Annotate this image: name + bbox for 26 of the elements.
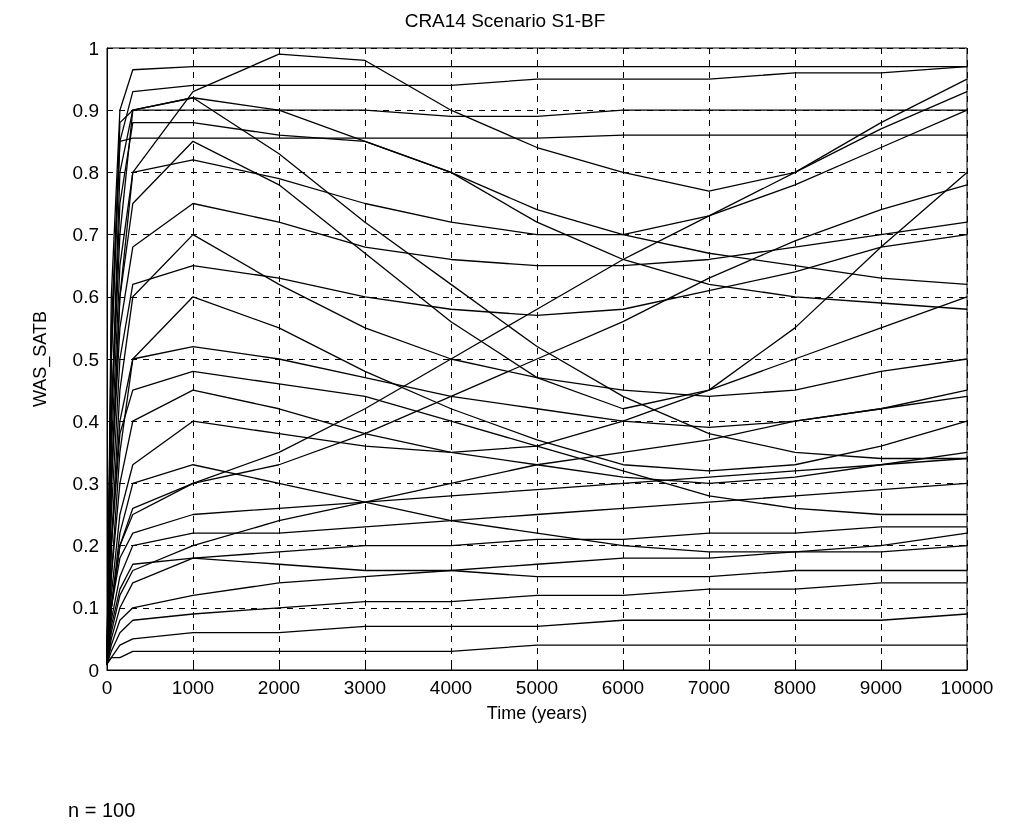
y-tick-label: 1 (88, 37, 99, 59)
y-tick-label: 0.7 (72, 224, 99, 246)
y-tick-label: 0.5 (72, 348, 99, 370)
x-tick-label: 2000 (257, 677, 301, 698)
y-tick-label: 0.1 (72, 597, 99, 619)
x-tick-label: 8000 (773, 677, 817, 698)
x-tick-label: 7000 (687, 677, 731, 698)
x-tick-label: 0 (101, 677, 113, 698)
x-tick-label: 6000 (601, 677, 645, 698)
text: n = 100 (68, 799, 136, 821)
y-tick-label: 0 (88, 659, 99, 681)
chart-title: CRA14 Scenario S1-BF (404, 10, 606, 31)
x-tick-label: 1000 (171, 677, 215, 698)
y-axis-title: WAS_SATB (30, 310, 51, 408)
y-tick-label: 0.2 (72, 535, 99, 557)
y-tick-label: 0.9 (72, 99, 99, 121)
x-tick-label: 9000 (859, 677, 903, 698)
y-tick-label: 0.8 (72, 161, 99, 183)
x-tick-label: 5000 (515, 677, 559, 698)
x-tick-label: 3000 (343, 677, 387, 698)
y-tick-label: 0.6 (72, 286, 99, 308)
x-tick-label: 4000 (429, 677, 473, 698)
x-axis-title: Time (years) (486, 703, 588, 723)
y-tick-label: 0.4 (72, 410, 100, 432)
x-tick-label: 10000 (940, 677, 994, 698)
y-tick-label: 0.3 (72, 472, 99, 494)
